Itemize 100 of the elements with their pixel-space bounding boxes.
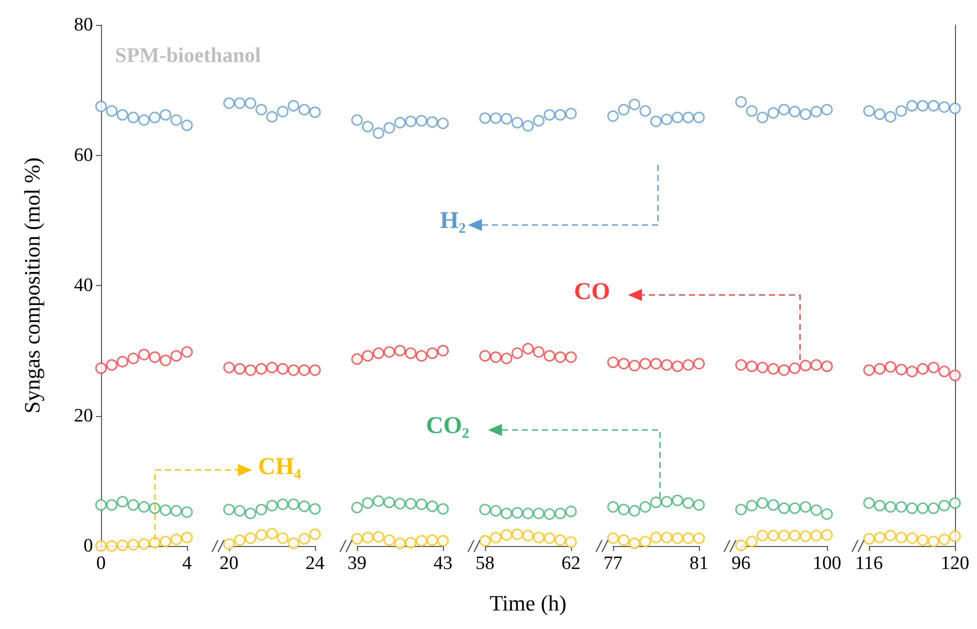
point (256, 363, 267, 375)
point (234, 505, 246, 517)
point (768, 499, 779, 511)
point (863, 533, 875, 545)
point (778, 364, 790, 376)
point (618, 504, 630, 516)
point (640, 358, 651, 370)
point (116, 540, 128, 552)
point (565, 351, 577, 363)
point (778, 530, 790, 542)
point (544, 532, 556, 544)
point (500, 352, 512, 364)
point (256, 504, 267, 516)
point (426, 116, 438, 128)
point (672, 112, 684, 124)
point (821, 529, 833, 541)
point (682, 359, 694, 371)
point (384, 346, 395, 358)
point (949, 370, 961, 382)
point (565, 536, 577, 548)
point (437, 118, 449, 130)
point (789, 502, 800, 514)
point (223, 97, 235, 109)
point (500, 508, 512, 520)
x-tick-label: 39 (348, 553, 366, 574)
point (928, 362, 940, 374)
point (160, 536, 172, 548)
point (288, 538, 300, 550)
point (650, 532, 662, 544)
y-tick-label: 60 (74, 144, 93, 166)
point (607, 110, 619, 122)
point (928, 502, 940, 514)
point (394, 116, 406, 128)
point (650, 358, 662, 370)
point (874, 500, 886, 512)
point (917, 100, 928, 112)
point (116, 356, 128, 368)
point (884, 501, 896, 513)
point (906, 100, 918, 112)
point (821, 104, 833, 116)
point (384, 534, 395, 546)
point (640, 501, 651, 513)
point (351, 533, 363, 545)
point (500, 113, 512, 125)
point (756, 530, 768, 542)
point (298, 104, 310, 116)
point (405, 116, 416, 128)
point (128, 112, 139, 124)
point (693, 112, 705, 124)
point (234, 97, 246, 109)
x-tick-label: 116 (855, 553, 883, 574)
point (479, 112, 491, 124)
point (778, 502, 790, 514)
point (650, 496, 662, 508)
point (95, 499, 107, 511)
point (128, 499, 139, 511)
point (906, 366, 918, 378)
point (437, 344, 449, 356)
point (256, 104, 267, 116)
point (682, 532, 694, 544)
point (884, 361, 896, 373)
point (928, 536, 940, 548)
point (522, 530, 534, 542)
point (223, 362, 235, 374)
point (277, 363, 288, 375)
point (362, 497, 374, 509)
point (672, 494, 684, 506)
point (149, 502, 160, 514)
point (693, 532, 705, 544)
point (416, 535, 428, 547)
point (896, 364, 907, 376)
point (490, 351, 502, 363)
point (789, 106, 800, 118)
point (128, 352, 139, 364)
point (170, 350, 182, 362)
point (181, 506, 193, 518)
point (170, 114, 182, 126)
point (618, 534, 630, 546)
point (618, 358, 630, 370)
point (917, 502, 928, 514)
point (405, 536, 416, 548)
x-tick-label: 43 (434, 553, 452, 574)
point (554, 109, 566, 121)
point (95, 362, 107, 374)
point (351, 114, 363, 126)
point (607, 356, 619, 368)
point (479, 504, 491, 516)
point (512, 116, 523, 128)
point (628, 505, 640, 517)
point (405, 347, 416, 359)
point (682, 497, 694, 509)
point (288, 498, 300, 510)
x-tick-label: 96 (732, 553, 750, 574)
legend-label: H₂ (440, 208, 466, 235)
point (234, 534, 246, 546)
point (949, 497, 961, 509)
point (640, 105, 651, 117)
point (490, 505, 502, 517)
point (778, 104, 790, 116)
point (244, 364, 256, 376)
